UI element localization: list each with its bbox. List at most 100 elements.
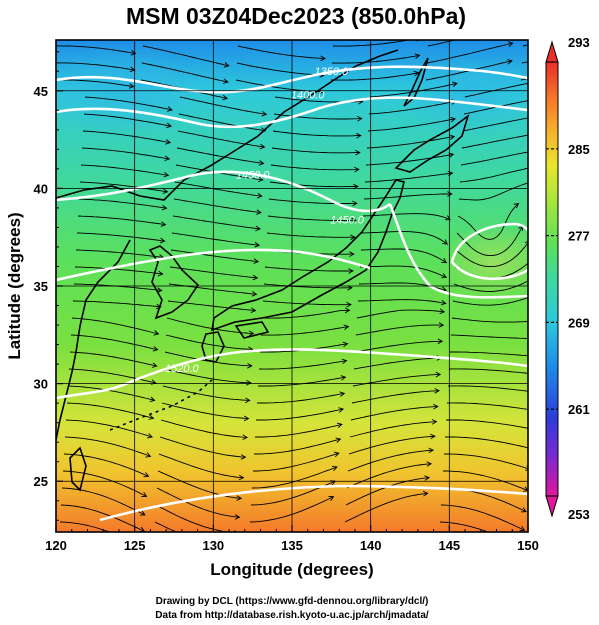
- contour-1400: [56, 96, 528, 129]
- chart-title: MSM 03Z04Dec2023 (850.0hPa): [126, 3, 466, 29]
- streamline-arrow: [234, 514, 241, 520]
- streamline-arrow: [450, 116, 457, 123]
- streamline-arrow: [244, 397, 251, 404]
- streamline-arrow: [449, 134, 456, 140]
- streamline-arrow: [340, 375, 347, 381]
- streamline: [261, 309, 350, 319]
- colorbar-tick-label: 293: [568, 35, 590, 50]
- streamline-arrow: [520, 507, 527, 513]
- y-tick-label: 25: [34, 474, 48, 489]
- streamline: [461, 134, 528, 149]
- streamline: [271, 147, 360, 154]
- streamline-arrow: [428, 447, 435, 454]
- cool-anomaly: [56, 45, 210, 135]
- streamline: [369, 83, 457, 98]
- streamline-arrow: [529, 426, 534, 431]
- streamline-arrow: [435, 371, 442, 378]
- coastlines: [56, 49, 470, 492]
- streamline-arrow: [257, 192, 263, 199]
- streamline: [170, 249, 259, 263]
- streamline: [330, 72, 419, 81]
- contour-1450a: [56, 170, 391, 213]
- streamline-arrow: [128, 83, 135, 89]
- streamline-arrow: [437, 338, 444, 345]
- streamline-arrow: [256, 209, 262, 215]
- streamline-arrow: [318, 89, 325, 95]
- streamline: [367, 118, 456, 132]
- streamline-arrow: [355, 149, 361, 156]
- streamline: [158, 453, 244, 479]
- streamline: [560, 92, 599, 97]
- y-axis: 25 30 35 40 45: [34, 51, 63, 521]
- coastline-taiwan: [69, 446, 87, 492]
- streamline-arrow: [223, 62, 230, 68]
- streamline: [456, 225, 524, 257]
- plot-area: 1350.0 1400.0 1450.0 1450.0 1520.0: [56, 24, 599, 532]
- streamline: [460, 151, 528, 166]
- streamline-arrow: [535, 319, 540, 324]
- streamline-arrow: [433, 403, 439, 410]
- streamline-arrow: [246, 380, 252, 386]
- streamline: [260, 326, 349, 336]
- streamline: [446, 402, 528, 410]
- streamline: [559, 109, 599, 114]
- streamline: [60, 504, 145, 532]
- y-tick-label: 30: [34, 377, 48, 392]
- streamline: [176, 147, 264, 164]
- streamline: [166, 317, 254, 334]
- streamline-arrow: [250, 307, 257, 314]
- streamline: [365, 153, 454, 166]
- streamline: [81, 147, 170, 160]
- streamline-arrow: [509, 24, 514, 29]
- streamline-arrow: [349, 251, 355, 257]
- streamline: [450, 351, 528, 357]
- streamline: [361, 231, 448, 245]
- streamline: [554, 192, 599, 199]
- streamline-arrow: [130, 50, 137, 56]
- streamline: [459, 167, 528, 183]
- streamline-arrow: [447, 191, 453, 197]
- streamline: [364, 172, 453, 183]
- streamline: [236, 62, 325, 76]
- y-tick-label: 45: [34, 84, 48, 99]
- credit-data: Data from http://database.rish.kyoto-u.a…: [155, 610, 429, 621]
- streamline: [267, 215, 356, 221]
- streamline-arrow: [336, 422, 343, 429]
- streamline: [443, 470, 528, 492]
- streamline: [353, 357, 442, 370]
- streamline-arrow: [164, 155, 171, 162]
- contour-label: 1520.0: [165, 363, 200, 375]
- streamline: [263, 283, 352, 289]
- streamline: [273, 113, 362, 120]
- streamline: [253, 452, 339, 472]
- streamline: [348, 435, 435, 455]
- streamline-arrow: [532, 372, 537, 377]
- streamline-arrow: [523, 486, 528, 492]
- streamline: [362, 213, 451, 221]
- streamline: [167, 300, 256, 312]
- streamline: [67, 385, 155, 401]
- streamline: [347, 449, 434, 472]
- streamline: [350, 406, 438, 421]
- streamline-arrow: [147, 433, 154, 439]
- streamline: [77, 215, 166, 226]
- streamline: [448, 368, 528, 374]
- streamline: [349, 421, 437, 438]
- streamline-arrow: [152, 346, 159, 352]
- streamline-arrow: [422, 490, 429, 497]
- streamline-arrow: [157, 270, 164, 277]
- streamline: [357, 299, 446, 304]
- streamline-arrow: [328, 495, 335, 501]
- colorbar-tick-label: 285: [568, 142, 590, 157]
- streamline: [444, 453, 528, 470]
- streamline: [351, 390, 440, 404]
- streamline: [368, 100, 457, 115]
- streamline: [346, 463, 432, 489]
- streamline-arrow: [430, 433, 436, 440]
- streamline-arrow: [165, 139, 172, 145]
- streamline-arrow: [162, 188, 169, 194]
- streamline-arrow: [238, 474, 245, 481]
- streamline: [72, 300, 161, 308]
- streamline-arrow: [441, 273, 448, 279]
- streamline: [455, 242, 528, 268]
